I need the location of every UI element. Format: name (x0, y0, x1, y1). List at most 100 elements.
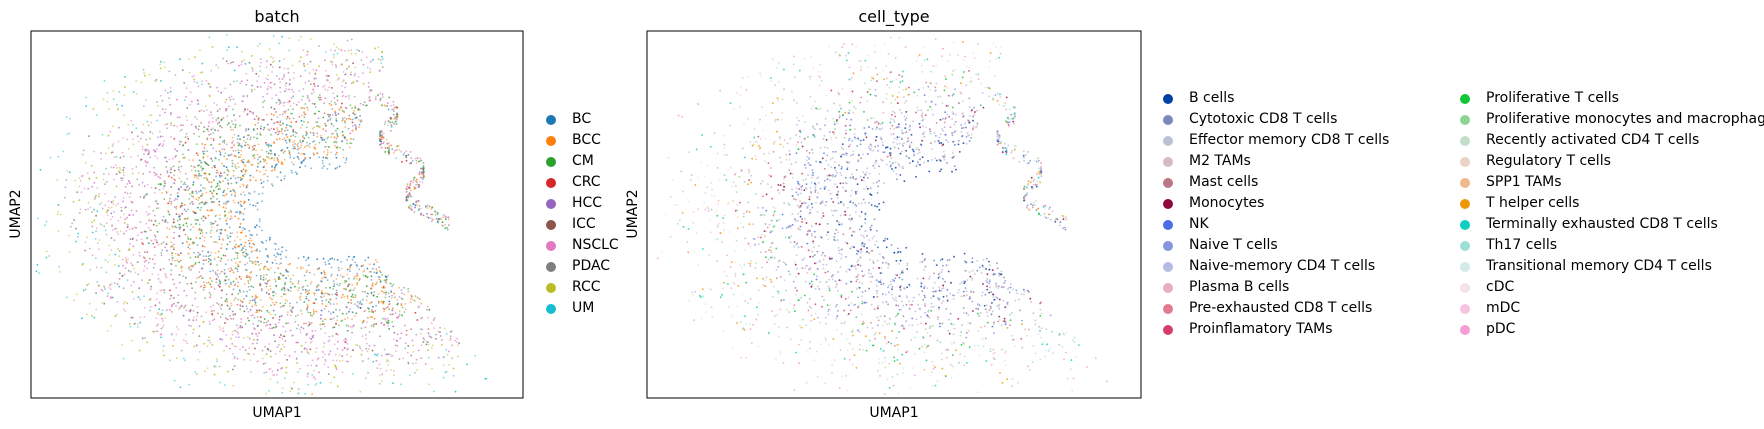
scatter-point (208, 122, 211, 125)
scatter-point (315, 310, 318, 313)
scatter-point (324, 332, 327, 334)
scatter-point (334, 167, 337, 170)
scatter-point (268, 144, 271, 147)
scatter-point (182, 124, 184, 127)
scatter-point (332, 132, 335, 135)
scatter-point (183, 217, 186, 220)
scatter-point (320, 314, 322, 316)
scatter-point (227, 179, 229, 181)
scatter-point (254, 226, 257, 229)
scatter-point (328, 163, 331, 166)
scatter-point (236, 324, 238, 327)
scatter-point (316, 258, 319, 260)
scatter-point (299, 295, 302, 298)
scatter-point (210, 181, 213, 184)
scatter-point (281, 246, 284, 249)
scatter-point (344, 73, 347, 76)
scatter-point (270, 133, 272, 136)
scatter-point (266, 347, 269, 350)
scatter-point (317, 117, 320, 120)
scatter-point (379, 143, 381, 146)
scatter-point (171, 254, 173, 257)
scatter-point (271, 66, 274, 68)
scatter-point (270, 152, 273, 155)
scatter-point (218, 279, 221, 282)
scatter-point (336, 303, 338, 305)
scatter-point (227, 46, 230, 48)
scatter-point (410, 328, 412, 330)
scatter-point (388, 96, 391, 99)
scatter-point (244, 263, 247, 266)
scatter-point (297, 280, 300, 282)
scatter-point (204, 105, 207, 108)
scatter-point (339, 274, 342, 277)
scatter-point (400, 150, 402, 153)
scatter-point (384, 147, 387, 150)
scatter-point (143, 230, 146, 233)
scatter-point (426, 308, 428, 311)
scatter-point (179, 204, 182, 207)
scatter-point (262, 276, 265, 279)
scatter-point (252, 176, 255, 179)
scatter-point (135, 127, 138, 130)
scatter-point (126, 261, 129, 264)
scatter-point (231, 333, 234, 336)
scatter-point (106, 100, 109, 103)
scatter-point (327, 151, 329, 154)
scatter-point (318, 126, 321, 128)
scatter-point (444, 214, 446, 217)
scatter-point (279, 100, 281, 102)
scatter-point (232, 280, 235, 283)
scatter-point (201, 83, 203, 86)
scatter-point (440, 344, 443, 346)
scatter-point (303, 111, 305, 114)
scatter-point (228, 96, 231, 99)
scatter-point (219, 232, 222, 235)
scatter-point (244, 170, 247, 173)
scatter-point (91, 211, 93, 213)
scatter-point (143, 153, 145, 156)
scatter-point (207, 125, 210, 128)
scatter-point (209, 270, 212, 273)
scatter-point (190, 223, 193, 226)
scatter-point (179, 206, 182, 209)
scatter-point (298, 296, 301, 299)
scatter-point (428, 205, 431, 208)
scatter-point (246, 317, 249, 320)
scatter-point (304, 289, 307, 291)
scatter-point (396, 303, 399, 306)
scatter-point (313, 146, 316, 149)
scatter-point (294, 171, 297, 174)
scatter-point (197, 199, 200, 202)
scatter-point (401, 314, 403, 316)
scatter-point (372, 360, 375, 363)
scatter-point (239, 291, 242, 293)
scatter-point (289, 329, 292, 332)
scatter-point (370, 291, 373, 294)
scatter-point (159, 333, 162, 336)
scatter-point (86, 236, 88, 239)
scatter-point (164, 219, 167, 222)
scatter-point (165, 191, 168, 194)
scatter-point (186, 119, 189, 122)
scatter-point (336, 79, 339, 81)
scatter-point (159, 130, 161, 133)
scatter-point (269, 323, 272, 326)
scatter-point (225, 33, 228, 36)
scatter-point (117, 248, 119, 250)
scatter-point (111, 215, 114, 218)
scatter-point (370, 309, 373, 311)
scatter-point (237, 245, 239, 248)
scatter-point (388, 147, 391, 150)
scatter-point (252, 154, 255, 157)
scatter-point (80, 191, 83, 194)
scatter-point (215, 104, 218, 106)
scatter-point (192, 181, 195, 184)
scatter-point (332, 359, 335, 362)
scatter-point (220, 304, 223, 306)
scatter-point (158, 301, 161, 304)
scatter-point (354, 105, 357, 108)
scatter-point (175, 154, 178, 157)
scatter-point (240, 249, 243, 252)
scatter-point (107, 173, 110, 176)
